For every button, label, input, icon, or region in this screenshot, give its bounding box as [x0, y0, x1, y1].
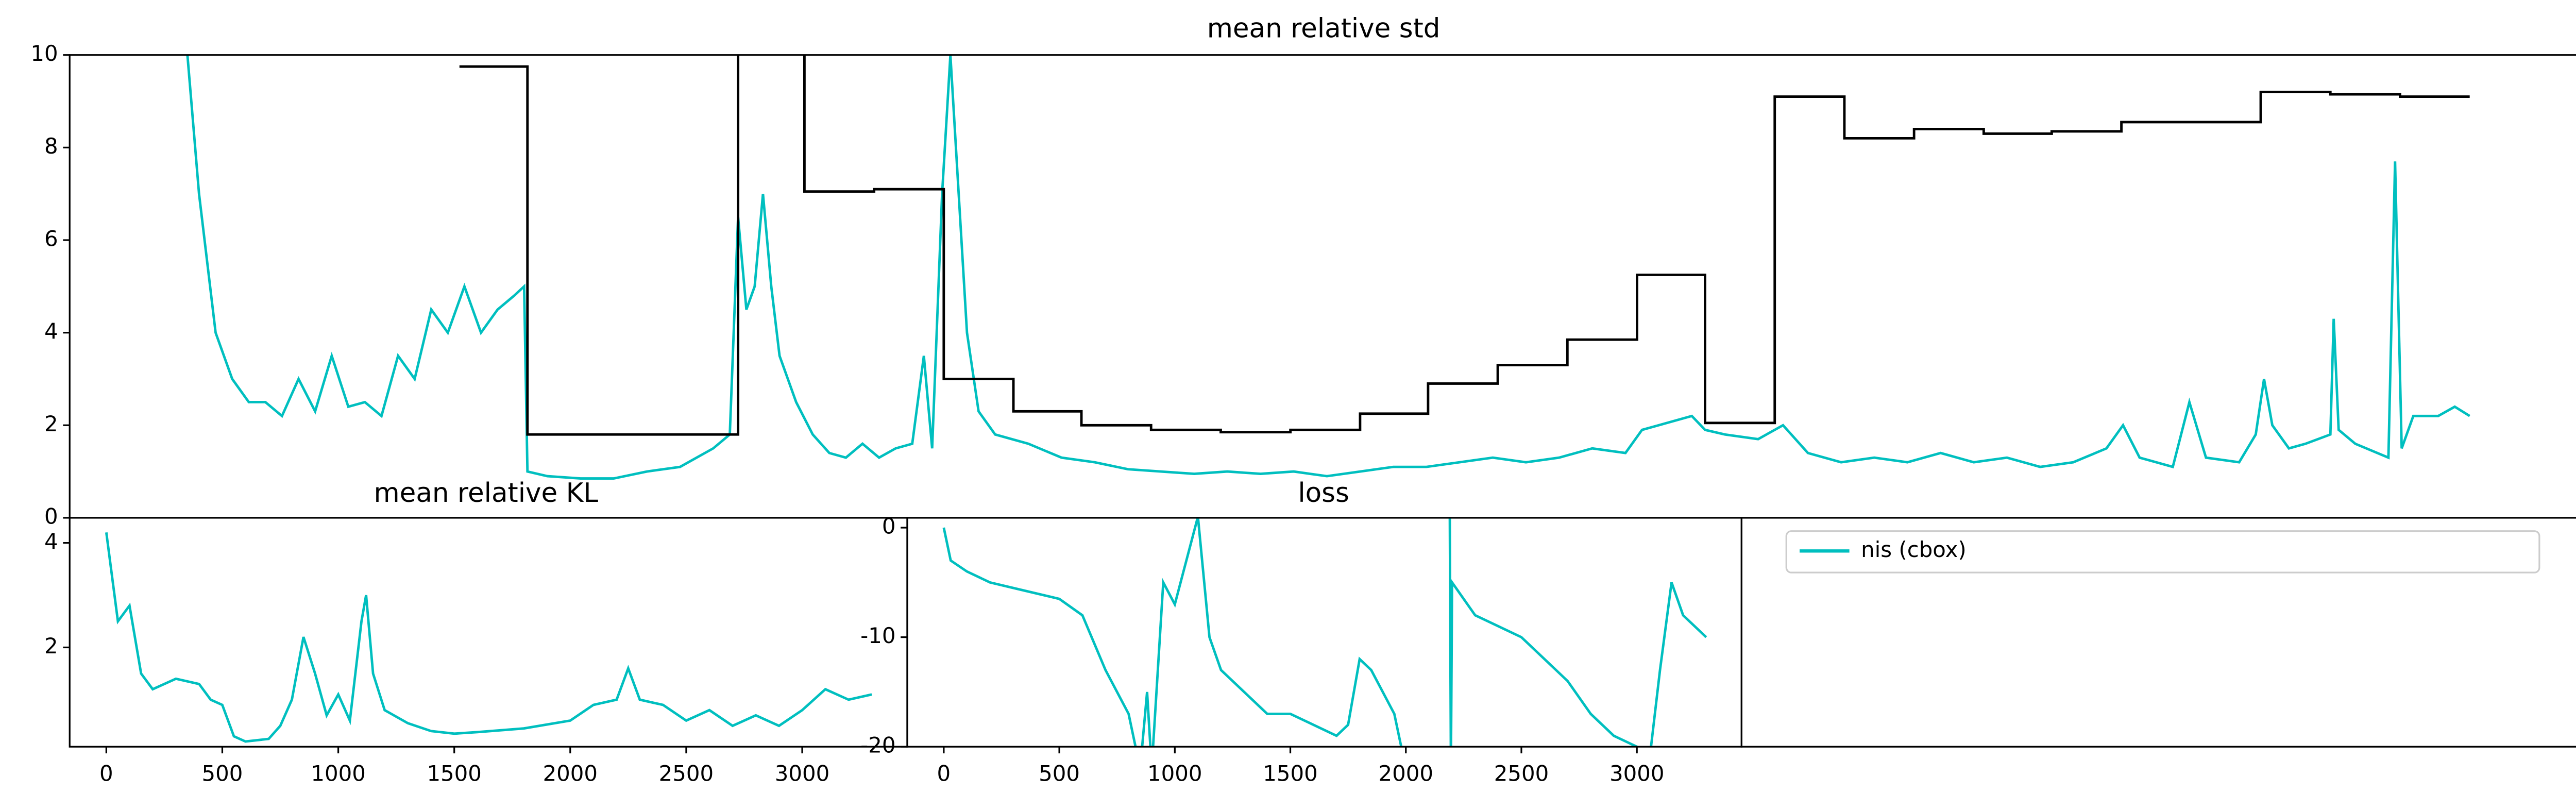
x-tick-label: 1500: [1263, 761, 1318, 786]
x-tick-label: 1000: [1147, 761, 1202, 786]
legend-box: [1785, 530, 2540, 573]
legend-label: nis (cbox): [1861, 537, 1967, 562]
x-tick-label: 1000: [311, 761, 366, 786]
y-tick-label: 6: [44, 226, 58, 251]
data-line: [105, 532, 872, 743]
y-tick-label: 8: [44, 133, 58, 159]
x-tick-label: 2000: [543, 761, 598, 786]
plot-area: [105, 532, 872, 743]
chart-title: mean relative KL: [374, 478, 599, 509]
plot-area: [942, 517, 1707, 747]
axes-frame: [69, 54, 2576, 519]
x-tick-label: 2500: [1494, 761, 1549, 786]
chart-title: loss: [1298, 478, 1349, 509]
y-tick-label: 10: [30, 41, 58, 66]
y-tick-label: -10: [860, 623, 895, 648]
chart-title: mean relative std: [1207, 13, 1440, 44]
y-tick-label: 0: [44, 503, 58, 529]
y-tick-label: 2: [44, 633, 58, 659]
data-line: [459, 55, 2470, 436]
x-tick-label: 500: [1039, 761, 1080, 786]
y-tick-label: 2: [44, 411, 58, 436]
x-tick-label: 2000: [1379, 761, 1434, 786]
axes-frame: [906, 517, 1742, 748]
x-tick-label: 1500: [427, 761, 481, 786]
x-tick-label: 3000: [775, 761, 830, 786]
plot-area: [186, 55, 2470, 480]
x-tick-label: 0: [937, 761, 951, 786]
data-line: [942, 517, 1707, 747]
x-tick-label: 2500: [659, 761, 714, 786]
axes-frame: [69, 517, 908, 748]
data-line: [186, 55, 2470, 480]
x-tick-label: 500: [202, 761, 243, 786]
y-tick-label: 4: [44, 318, 58, 344]
y-tick-label: -20: [860, 733, 895, 758]
y-tick-label: 0: [882, 514, 896, 539]
x-tick-label: 0: [99, 761, 113, 786]
y-tick-label: 4: [44, 529, 58, 554]
legend: nis (cbox): [1785, 530, 2540, 573]
x-tick-label: 3000: [1609, 761, 1664, 786]
